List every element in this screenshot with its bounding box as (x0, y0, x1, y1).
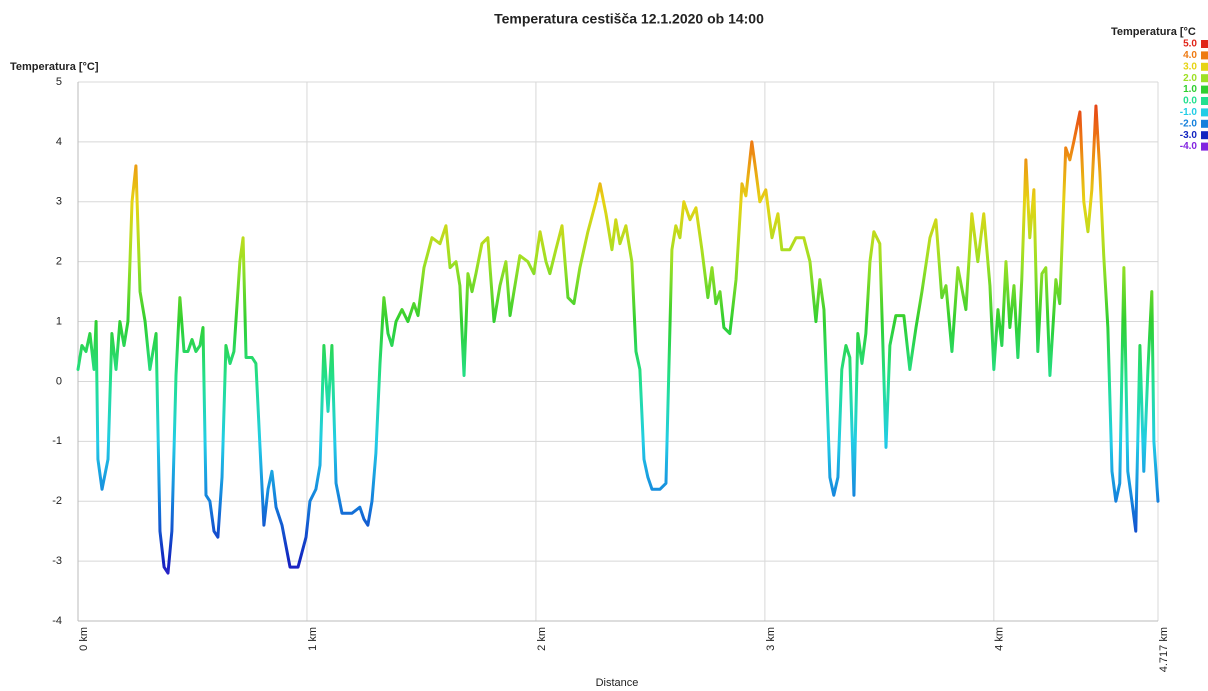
chart-title: Temperatura cestišča 12.1.2020 ob 14:00 (494, 11, 764, 27)
legend-swatch (1201, 108, 1208, 117)
y-tick-label: 4 (56, 136, 62, 148)
y-tick-label: -2 (52, 495, 62, 507)
x-tick-label: 2 km (536, 627, 548, 651)
x-tick-label: 4.717 km (1158, 627, 1170, 672)
legend-label: 4.0 (1183, 50, 1197, 61)
x-axis-label: Distance (596, 677, 639, 689)
legend-swatch (1201, 74, 1208, 83)
legend-label: 2.0 (1183, 73, 1197, 84)
x-tick-label: 0 km (78, 627, 90, 651)
legend-label: 1.0 (1183, 84, 1197, 95)
legend-swatch (1201, 62, 1208, 71)
y-tick-label: 5 (56, 76, 62, 88)
legend-swatch (1201, 131, 1208, 140)
x-tick-label: 1 km (307, 627, 319, 651)
legend-swatch (1201, 40, 1208, 48)
y-tick-label: 2 (56, 256, 62, 268)
legend-swatch (1201, 51, 1208, 60)
x-tick-label: 3 km (765, 627, 777, 651)
legend-label: -2.0 (1180, 118, 1198, 129)
temperature-line (76, 104, 1160, 575)
legend-title: Temperatura [°C (1111, 26, 1196, 38)
y-tick-label: -1 (52, 435, 62, 447)
legend-label: 0.0 (1183, 96, 1197, 107)
y-tick-label: 0 (56, 375, 62, 387)
x-tick-label: 4 km (994, 627, 1006, 651)
legend-label: -4.0 (1180, 141, 1198, 152)
legend-label: -3.0 (1180, 130, 1198, 141)
legend-swatch (1201, 85, 1208, 94)
legend-label: 5.0 (1183, 39, 1197, 50)
y-tick-label: -3 (52, 555, 62, 567)
legend-swatch (1201, 119, 1208, 128)
y-tick-label: 3 (56, 196, 62, 208)
y-tick-label: 1 (56, 315, 62, 327)
legend-swatch (1201, 97, 1208, 105)
y-axis-label: Temperatura [°C] (10, 61, 99, 73)
legend-swatch (1201, 142, 1208, 151)
legend-label: -1.0 (1180, 107, 1198, 118)
legend-label: 3.0 (1183, 61, 1197, 72)
y-tick-label: -4 (52, 615, 62, 627)
